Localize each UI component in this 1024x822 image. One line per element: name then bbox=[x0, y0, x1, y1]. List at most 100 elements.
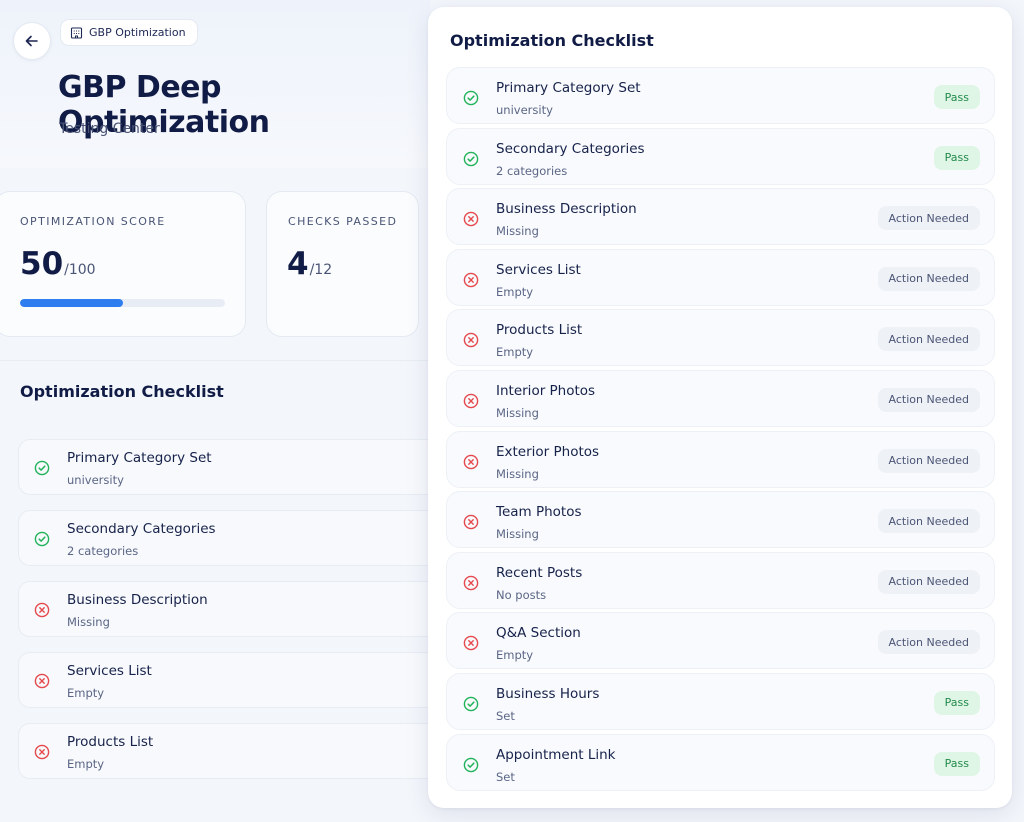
item-detail: Empty bbox=[67, 757, 105, 771]
status-icon bbox=[463, 151, 479, 171]
arrow-left-icon bbox=[25, 35, 38, 47]
checklist-item[interactable]: Exterior Photos Missing Action Needed bbox=[446, 430, 995, 488]
checklist-item[interactable]: Recent Posts No posts Action Needed bbox=[446, 551, 995, 609]
pass-badge: Pass bbox=[933, 145, 980, 170]
item-title: Q&A Section bbox=[496, 625, 581, 642]
checklist-item[interactable]: Team Photos Missing Action Needed bbox=[446, 491, 995, 549]
item-detail: Missing bbox=[496, 466, 539, 481]
item-detail: Empty bbox=[496, 284, 534, 299]
item-title: Services List bbox=[67, 663, 152, 679]
item-title: Primary Category Set bbox=[67, 450, 212, 466]
item-title: Products List bbox=[67, 734, 154, 750]
x-circle-icon bbox=[463, 393, 479, 409]
item-detail: Set bbox=[496, 708, 515, 723]
left-checklist-item[interactable]: Primary Category Set university bbox=[18, 439, 438, 495]
checklist-item[interactable]: Secondary Categories 2 categories Pass bbox=[446, 127, 995, 185]
check-circle-icon bbox=[463, 90, 479, 106]
item-title: Exterior Photos bbox=[496, 443, 600, 460]
x-circle-icon bbox=[463, 514, 479, 530]
score-progress-bar bbox=[20, 299, 225, 307]
status-icon bbox=[463, 90, 479, 110]
action-needed-badge: Action Needed bbox=[877, 266, 980, 291]
x-circle-icon bbox=[463, 454, 479, 469]
checklist-item[interactable]: Business Hours Set Pass bbox=[446, 672, 995, 730]
left-checklist-heading: Optimization Checklist bbox=[20, 382, 224, 401]
x-circle-icon bbox=[463, 272, 479, 288]
score-progress-fill bbox=[20, 299, 123, 307]
pass-badge: Pass bbox=[933, 690, 980, 715]
page-subtitle: Testing Center bbox=[59, 121, 160, 137]
score-value: 50 bbox=[20, 246, 64, 282]
breadcrumb[interactable]: GBP Optimization bbox=[60, 19, 198, 46]
checklist-item[interactable]: Appointment Link Set Pass bbox=[446, 733, 995, 791]
checklist-item[interactable]: Business Description Missing Action Needed bbox=[446, 188, 995, 246]
item-detail: Empty bbox=[67, 686, 105, 700]
breadcrumb-label: GBP Optimization bbox=[89, 26, 186, 39]
checklist-panel: Optimization Checklist Primary Category … bbox=[428, 7, 1012, 808]
status-icon bbox=[463, 575, 479, 595]
status-icon bbox=[463, 454, 479, 474]
status-icon bbox=[34, 531, 50, 551]
item-detail: Set bbox=[496, 769, 515, 784]
item-detail: Missing bbox=[496, 405, 539, 420]
left-checklist-item[interactable]: Services List Empty bbox=[18, 652, 438, 708]
check-circle-icon bbox=[463, 757, 479, 772]
checklist-item[interactable]: Products List Empty Action Needed bbox=[446, 309, 995, 367]
item-title: Secondary Categories bbox=[67, 521, 216, 537]
item-detail: Missing bbox=[496, 224, 539, 239]
action-needed-badge: Action Needed bbox=[877, 206, 980, 231]
checklist-item[interactable]: Interior Photos Missing Action Needed bbox=[446, 369, 995, 427]
item-detail: 2 categories bbox=[67, 544, 139, 558]
item-detail: university bbox=[67, 473, 124, 487]
checks-value-group: 4 /12 bbox=[287, 246, 332, 282]
status-icon bbox=[463, 211, 479, 231]
pass-badge: Pass bbox=[933, 751, 980, 776]
panel-title: Optimization Checklist bbox=[450, 31, 654, 50]
status-icon bbox=[34, 460, 50, 480]
checks-value: 4 bbox=[287, 246, 309, 282]
x-circle-icon bbox=[463, 333, 479, 348]
x-circle-icon bbox=[463, 636, 479, 651]
page-title: GBP Deep Optimization bbox=[58, 70, 270, 140]
x-circle-icon bbox=[34, 673, 50, 689]
background-page: GBP Optimization GBP Deep Optimization T… bbox=[0, 0, 438, 822]
item-title: Interior Photos bbox=[496, 382, 596, 399]
action-needed-badge: Action Needed bbox=[877, 327, 980, 352]
item-detail: No posts bbox=[496, 587, 547, 602]
score-value-group: 50 /100 bbox=[20, 246, 96, 282]
left-checklist-item[interactable]: Business Description Missing bbox=[18, 581, 438, 637]
checklist-item[interactable]: Services List Empty Action Needed bbox=[446, 248, 995, 306]
item-title: Secondary Categories bbox=[496, 140, 645, 157]
checks-total: /12 bbox=[309, 262, 333, 278]
status-icon bbox=[463, 514, 479, 534]
action-needed-badge: Action Needed bbox=[877, 630, 980, 655]
building-icon bbox=[70, 27, 83, 39]
panel-checklist: Primary Category Set university Pass Second… bbox=[446, 67, 995, 794]
x-circle-icon bbox=[34, 602, 50, 618]
item-title: Team Photos bbox=[496, 504, 582, 521]
item-title: Products List bbox=[496, 322, 583, 339]
left-checklist-item[interactable]: Secondary Categories 2 categories bbox=[18, 510, 438, 566]
checks-passed-card: CHECKS PASSED 4 /12 bbox=[266, 191, 419, 337]
item-detail: Empty bbox=[496, 345, 534, 360]
action-needed-badge: Action Needed bbox=[877, 509, 980, 534]
check-circle-icon bbox=[34, 531, 50, 547]
checklist-item[interactable]: Primary Category Set university Pass bbox=[446, 67, 995, 124]
left-checklist-item[interactable]: Products List Empty bbox=[18, 723, 438, 779]
score-max: /100 bbox=[64, 262, 96, 278]
action-needed-badge: Action Needed bbox=[877, 387, 980, 412]
back-button[interactable] bbox=[13, 22, 51, 60]
score-label: OPTIMIZATION SCORE bbox=[20, 215, 166, 228]
status-icon bbox=[34, 602, 50, 622]
item-title: Primary Category Set bbox=[496, 80, 641, 96]
x-circle-icon bbox=[463, 211, 479, 227]
pass-badge: Pass bbox=[933, 85, 980, 109]
page-header: GBP Optimization GBP Deep Optimization T… bbox=[0, 0, 430, 168]
item-detail: Missing bbox=[67, 615, 110, 629]
checklist-item[interactable]: Q&A Section Empty Action Needed bbox=[446, 612, 995, 670]
item-title: Business Description bbox=[496, 201, 637, 218]
optimization-score-card: OPTIMIZATION SCORE 50 /100 bbox=[0, 191, 246, 337]
item-title: Business Hours bbox=[496, 685, 600, 702]
status-icon bbox=[34, 673, 50, 693]
status-icon bbox=[463, 696, 479, 716]
